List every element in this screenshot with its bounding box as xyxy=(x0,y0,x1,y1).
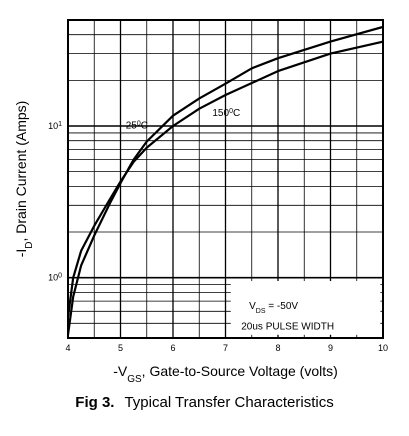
figure-number: Fig 3. xyxy=(75,394,115,411)
tick-labels: 4 5 6 7 8 9 10 100 101 xyxy=(48,121,388,354)
annotation-box xyxy=(230,281,381,335)
y-tick-label: 100 xyxy=(48,272,62,283)
x-tick-label: 4 xyxy=(65,343,70,353)
series-layer xyxy=(66,25,384,335)
x-tick-label: 9 xyxy=(328,343,333,353)
x-tick-label: 7 xyxy=(223,343,228,353)
series-label-25c: 250C xyxy=(126,120,148,132)
x-tick-label: 8 xyxy=(275,343,280,353)
x-tick-label: 10 xyxy=(378,343,388,353)
plot-frame xyxy=(67,19,384,339)
annotation-vds: VDS = -50V xyxy=(249,301,298,315)
series-line-1 xyxy=(66,25,384,335)
figure-title: Typical Transfer Characteristics xyxy=(124,394,334,411)
x-tick-label: 6 xyxy=(170,343,175,353)
x-tick-label: 5 xyxy=(118,343,123,353)
x-axis-label: -VGS, Gate-to-Source Voltage (volts) xyxy=(113,363,338,385)
series-line-0 xyxy=(66,40,384,318)
figure-caption: Fig 3. Typical Transfer Characteristics xyxy=(0,394,409,411)
y-tick-label: 101 xyxy=(48,121,62,132)
annotation-pulse-width: 20us PULSE WIDTH xyxy=(241,322,334,333)
y-axis-label: -ID, Drain Current (Amps) xyxy=(13,101,35,258)
series-label-150c: 1500C xyxy=(212,108,240,120)
